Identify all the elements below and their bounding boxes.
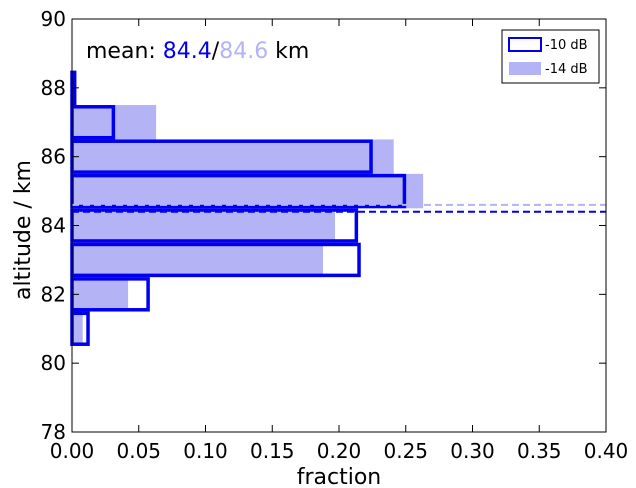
- bar-14db-1: [72, 277, 129, 312]
- x-axis-title: fraction: [297, 465, 382, 488]
- series-14db-bars: [72, 70, 424, 346]
- mean-annotation-prefix: mean:: [86, 39, 163, 64]
- y-tick-label: 90: [41, 7, 66, 31]
- x-tick-label: 0.05: [116, 439, 161, 463]
- x-tick-label: 0.25: [383, 439, 428, 463]
- y-tick-labels: 78 80 82 84 86 88 90: [41, 7, 66, 444]
- legend-swatch-10db: [508, 37, 542, 52]
- bar-14db-0: [72, 311, 83, 346]
- y-axis-title: altitude / km: [11, 160, 36, 300]
- bar-14db-4: [72, 173, 424, 209]
- x-tick-label: 0.40: [584, 439, 629, 463]
- y-tick-label: 84: [41, 214, 66, 238]
- x-tick-label: 0.15: [250, 439, 295, 463]
- mean-annotation-separator: /: [212, 39, 220, 64]
- mean-annotation-unit: km: [268, 39, 309, 64]
- axis-ticks: [71, 18, 607, 433]
- bar-14db-2: [72, 242, 323, 278]
- bar-14db-5: [72, 139, 394, 174]
- legend-label-10db: -10 dB: [545, 38, 588, 53]
- mean-lines: [72, 203, 606, 213]
- y-tick-label: 78: [41, 420, 66, 444]
- mean-value-10db: 84.4: [163, 39, 212, 64]
- mean-annotation: mean: 84.4/84.6 km: [86, 39, 309, 64]
- mean-value-14db: 84.6: [219, 39, 268, 64]
- legend: -10 dB -14 dB: [501, 29, 600, 84]
- y-tick-label: 80: [41, 351, 66, 375]
- y-tick-label: 86: [41, 145, 66, 169]
- x-tick-label: 0.10: [183, 439, 228, 463]
- bar-14db-3: [72, 208, 335, 243]
- x-tick-labels: 0.00 0.05 0.10 0.15 0.20 0.25 0.30 0.35 0.40: [50, 439, 629, 463]
- y-tick-label: 82: [41, 282, 66, 306]
- x-tick-label: 0.35: [517, 439, 562, 463]
- y-tick-label: 88: [41, 76, 66, 100]
- x-tick-label: 0.00: [50, 439, 95, 463]
- legend-swatch-14db: [509, 62, 541, 75]
- x-tick-label: 0.20: [317, 439, 362, 463]
- x-tick-label: 0.30: [450, 439, 495, 463]
- legend-label-14db: -14 dB: [545, 62, 588, 77]
